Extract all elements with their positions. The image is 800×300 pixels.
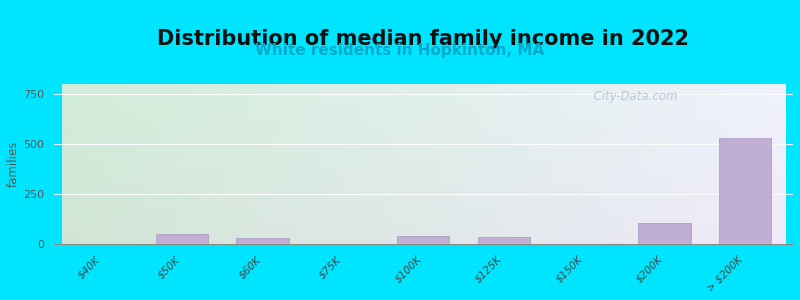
Bar xyxy=(478,237,530,244)
Bar xyxy=(718,138,771,244)
Text: White residents in Hopkinton, MA: White residents in Hopkinton, MA xyxy=(255,44,545,59)
Y-axis label: families: families xyxy=(7,141,20,187)
Bar xyxy=(237,238,289,244)
Text: City-Data.com: City-Data.com xyxy=(586,90,678,104)
Title: Distribution of median family income in 2022: Distribution of median family income in … xyxy=(158,29,690,49)
Bar xyxy=(638,223,690,244)
Bar xyxy=(156,234,208,244)
Bar xyxy=(397,236,450,244)
